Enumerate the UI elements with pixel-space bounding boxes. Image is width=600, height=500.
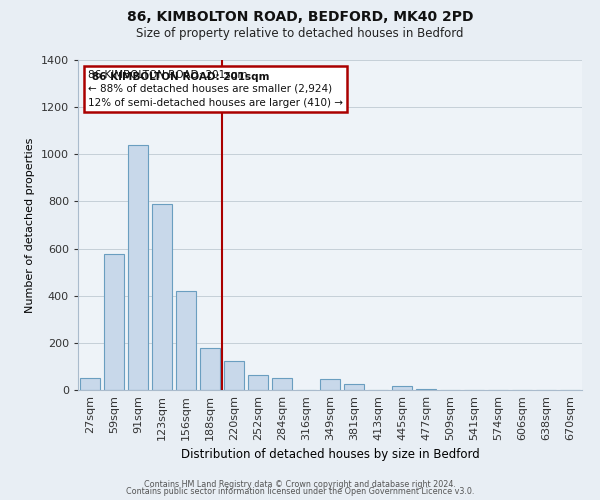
Bar bbox=[272, 378, 292, 390]
Text: 86 KIMBOLTON ROAD: 201sqm
← 88% of detached houses are smaller (2,924)
12% of se: 86 KIMBOLTON ROAD: 201sqm ← 88% of detac… bbox=[88, 70, 343, 108]
Text: Size of property relative to detached houses in Bedford: Size of property relative to detached ho… bbox=[136, 28, 464, 40]
Text: Contains public sector information licensed under the Open Government Licence v3: Contains public sector information licen… bbox=[126, 487, 474, 496]
X-axis label: Distribution of detached houses by size in Bedford: Distribution of detached houses by size … bbox=[181, 448, 479, 462]
Bar bbox=[344, 384, 364, 390]
Bar bbox=[200, 348, 220, 390]
Text: Contains HM Land Registry data © Crown copyright and database right 2024.: Contains HM Land Registry data © Crown c… bbox=[144, 480, 456, 489]
Bar bbox=[152, 204, 172, 390]
Bar bbox=[176, 291, 196, 390]
Bar bbox=[104, 254, 124, 390]
Y-axis label: Number of detached properties: Number of detached properties bbox=[25, 138, 35, 312]
Bar bbox=[392, 386, 412, 390]
Bar bbox=[248, 374, 268, 390]
Text: 86, KIMBOLTON ROAD, BEDFORD, MK40 2PD: 86, KIMBOLTON ROAD, BEDFORD, MK40 2PD bbox=[127, 10, 473, 24]
Text: 86 KIMBOLTON ROAD: 201sqm: 86 KIMBOLTON ROAD: 201sqm bbox=[88, 70, 277, 80]
Bar bbox=[320, 380, 340, 390]
Text: 86 KIMBOLTON ROAD: 201sqm: 86 KIMBOLTON ROAD: 201sqm bbox=[92, 72, 269, 82]
Bar bbox=[80, 378, 100, 390]
Bar bbox=[224, 360, 244, 390]
Bar bbox=[128, 145, 148, 390]
Bar bbox=[416, 389, 436, 390]
